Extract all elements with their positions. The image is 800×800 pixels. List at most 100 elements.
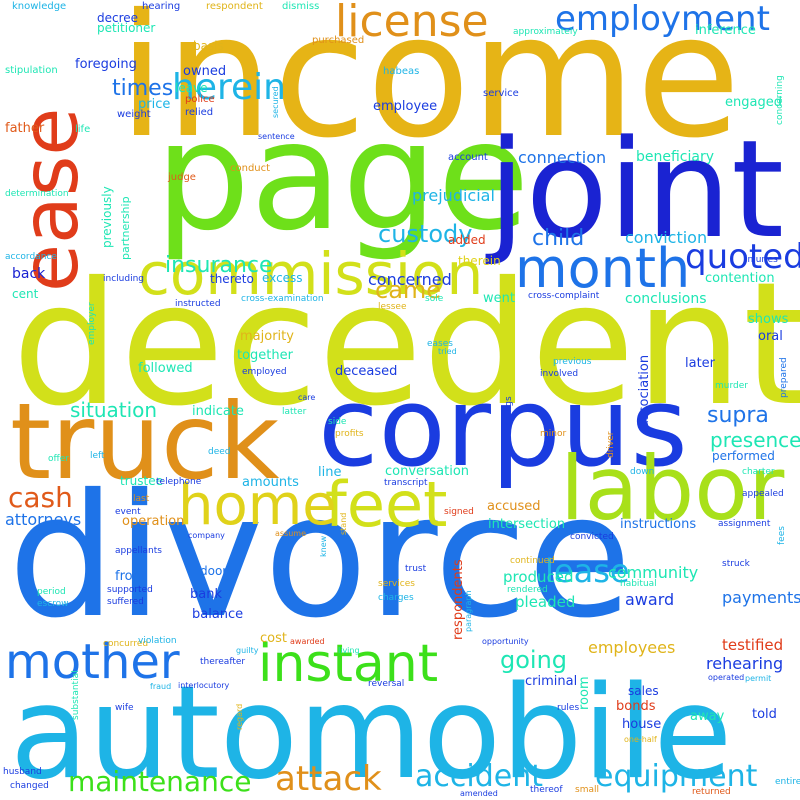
word-sales: sales — [628, 684, 659, 698]
word-last: last — [133, 494, 150, 504]
word-opportunity: opportunity — [482, 637, 529, 646]
word-partnership: partnership — [119, 196, 132, 260]
word-house: house — [622, 717, 662, 732]
word-involved: involved — [540, 369, 579, 379]
word-violation: violation — [138, 636, 177, 646]
word-one-half: one-half — [624, 735, 657, 744]
word-habeas: habeas — [383, 66, 420, 77]
word-quoted: quoted — [685, 237, 800, 277]
word-amended: amended — [460, 789, 498, 798]
word-sole: sole — [425, 294, 444, 304]
word-down: down — [630, 467, 655, 477]
word-awarded: awarded — [290, 637, 325, 646]
word-situation: situation — [70, 398, 158, 422]
word-owned: owned — [183, 64, 227, 79]
word-going: going — [500, 646, 568, 674]
word-majority: majority — [240, 329, 294, 344]
word-appealed: appealed — [742, 489, 784, 499]
word-instant: instant — [258, 634, 439, 694]
word-conviction: conviction — [625, 228, 708, 247]
word-together: together — [237, 348, 293, 363]
word-transcript: transcript — [384, 478, 428, 488]
word-thereafter: thereafter — [200, 657, 246, 667]
word-thereto: thereto — [210, 272, 254, 286]
word-produced: produced — [503, 568, 574, 586]
word-struck: struck — [722, 559, 750, 569]
word-secured: secured — [271, 86, 280, 118]
word-pleaded: pleaded — [515, 593, 576, 611]
word-deed: deed — [208, 447, 231, 457]
word-petitioner: petitioner — [97, 21, 156, 35]
word-concerned: concerned — [368, 270, 452, 289]
word-custody: custody — [378, 220, 473, 248]
word-substantial: substantial — [71, 670, 81, 720]
word-murder: murder — [715, 381, 748, 391]
word-performed: performed — [712, 449, 775, 463]
word-small: small — [575, 785, 599, 795]
word-attack: attack — [275, 759, 382, 799]
word-convicted: convicted — [570, 532, 614, 542]
word-room: room — [577, 676, 592, 710]
word-employees: employees — [588, 638, 676, 657]
word-injuries: injuries — [745, 255, 778, 265]
word-husband: husband — [3, 767, 42, 777]
word-conversation: conversation — [385, 464, 470, 479]
word-conclusions: conclusions — [625, 291, 707, 307]
word-labor: labor — [560, 437, 785, 540]
word-tried: tried — [438, 347, 457, 356]
word-entire: entire — [775, 777, 800, 787]
word-thereof: thereof — [530, 785, 563, 795]
word-driver: driver — [606, 431, 616, 458]
word-mother: mother — [5, 634, 180, 690]
word-license: license — [335, 0, 489, 47]
word-wife: wife — [115, 703, 134, 713]
word-home: home — [178, 473, 337, 538]
word-cent: cent — [12, 287, 39, 301]
word-supported: supported — [107, 585, 153, 595]
word-stipulation: stipulation — [5, 65, 58, 76]
word-stand: stand — [339, 512, 348, 535]
word-company: company — [188, 531, 225, 540]
word-insurance: insurance — [165, 253, 273, 278]
word-bonds: bonds — [616, 699, 656, 714]
word-instructions: instructions — [620, 517, 697, 532]
word-including: including — [103, 274, 144, 284]
word-beneficiary: beneficiary — [636, 149, 715, 165]
word-door: door — [200, 564, 228, 578]
word-award: award — [625, 590, 675, 609]
word-away: away — [690, 709, 725, 724]
word-excess: excess — [262, 271, 303, 285]
word-association: association — [637, 354, 652, 428]
word-automobile: automobile — [10, 659, 733, 800]
word-previously: previously — [100, 186, 114, 248]
word-criminal: criminal — [525, 674, 578, 689]
word-employee: employee — [373, 99, 438, 114]
word-side: side — [328, 417, 347, 427]
word-basis: basis — [193, 39, 224, 53]
word-care: care — [298, 393, 316, 402]
word-cross-complaint: cross-complaint — [528, 291, 600, 301]
word-relied: relied — [185, 107, 214, 118]
word-intersection: intersection — [488, 517, 566, 532]
word-continued: continued — [510, 556, 555, 566]
word-lessee: lessee — [378, 302, 407, 312]
word-telephone: telephone — [156, 477, 202, 487]
word-appellants: appellants — [115, 546, 162, 556]
word-charter: charter — [742, 467, 775, 477]
word-operated: operated — [708, 673, 745, 682]
word-indicate: indicate — [192, 404, 244, 419]
word-employer: employer — [87, 302, 97, 345]
word-habitual: habitual — [620, 579, 657, 589]
word-respondent: respondent — [206, 1, 263, 12]
word-equipment: equipment — [595, 759, 758, 794]
word-lease: lease — [545, 552, 630, 590]
word-came: came — [375, 276, 442, 304]
word-dismiss: dismiss — [282, 1, 320, 12]
word-trust: trust — [405, 564, 427, 574]
word-month: month — [515, 237, 691, 300]
word-back: back — [12, 266, 46, 282]
word-guilty: guilty — [236, 646, 259, 655]
word-shows: shows — [748, 312, 789, 327]
word-rehearing: rehearing — [706, 654, 784, 673]
